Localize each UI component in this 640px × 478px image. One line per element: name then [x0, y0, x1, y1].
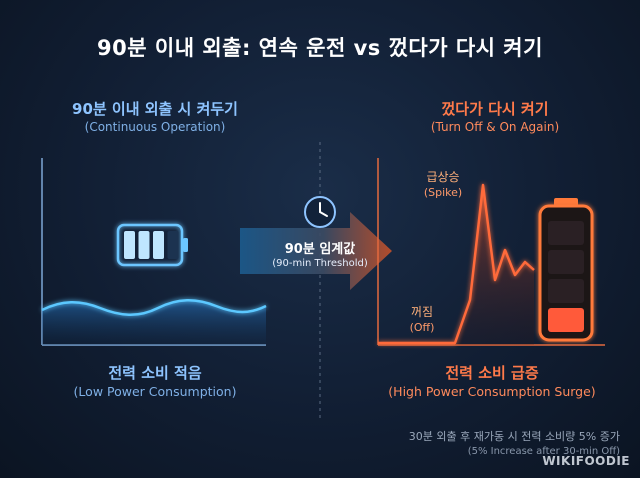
battery-cell	[124, 231, 135, 259]
off-label: 꺼짐	[410, 305, 434, 319]
brand-watermark: WIKIFOODIE	[542, 454, 630, 468]
spike-label: 급상승	[426, 170, 460, 184]
left-subheading: (Continuous Operation)	[84, 120, 226, 134]
battery-cell	[138, 231, 150, 259]
spike-area	[455, 185, 534, 345]
battery-cell	[548, 279, 584, 303]
battery-icon-full	[116, 223, 188, 267]
page-title: 90분 이내 외출: 연속 운전 vs 껐다가 다시 켜기	[97, 36, 543, 60]
low-power-wave-area	[42, 300, 266, 345]
right-heading: 껐다가 다시 켜기	[441, 100, 549, 118]
battery-cell	[548, 221, 584, 245]
off-sublabel: (Off)	[409, 321, 435, 334]
right-subheading: (Turn Off & On Again)	[430, 120, 560, 134]
battery-cell	[153, 231, 164, 259]
battery-icon-low	[538, 198, 594, 342]
spike-sublabel: (Spike)	[423, 186, 463, 199]
threshold-label: 90분 임계값	[284, 242, 356, 257]
note-line-1: 30분 외출 후 재가동 시 전력 소비량 5% 증가	[408, 430, 620, 443]
left-footer-sub: (Low Power Consumption)	[73, 384, 237, 399]
left-footer: 전력 소비 적음	[108, 364, 202, 382]
battery-cell	[548, 308, 584, 332]
threshold-arrow	[240, 212, 392, 290]
left-chart	[41, 158, 267, 346]
low-power-wave-line	[41, 299, 267, 316]
battery-cell	[548, 250, 584, 274]
right-chart	[377, 158, 605, 346]
left-heading: 90분 이내 외출 시 켜두기	[72, 100, 238, 118]
clock-icon	[304, 196, 336, 228]
battery-cell	[167, 231, 179, 259]
right-footer-sub: (High Power Consumption Surge)	[388, 384, 596, 399]
threshold-sublabel: (90-min Threshold)	[272, 258, 368, 269]
right-footer: 전력 소비 급증	[445, 364, 539, 382]
power-spike-line	[378, 183, 535, 345]
note-line-2: (5% Increase after 30-min Off)	[467, 446, 620, 457]
